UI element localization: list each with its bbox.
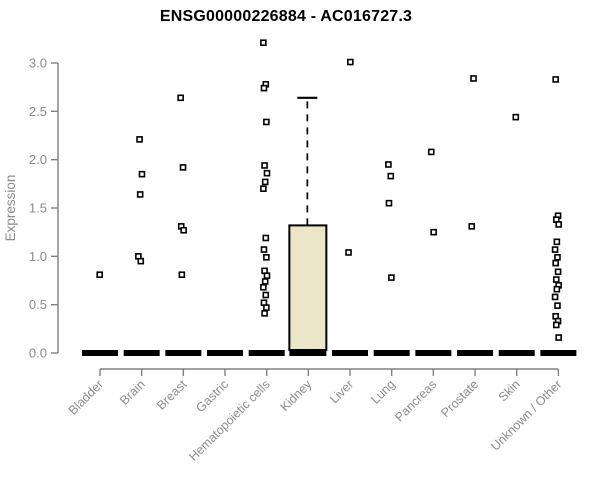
- median-bar-kidney: [289, 349, 327, 356]
- median-bar-skin: [498, 350, 535, 356]
- outlier-point-unknown-other: [552, 276, 560, 283]
- y-tick-label: 1.5: [29, 201, 47, 216]
- outlier-point-lung: [385, 161, 392, 168]
- x-tick-label-prostate: Prostate: [438, 377, 481, 420]
- outlier-point-brain: [136, 191, 144, 198]
- x-tick-label-hematopoietic-cells: Hematopoietic cells: [186, 377, 273, 464]
- median-bar-lung: [373, 350, 410, 356]
- outlier-point-unknown-other: [554, 254, 561, 261]
- outlier-point-unknown-other: [552, 259, 559, 267]
- outlier-point-hematopoietic-cells: [263, 254, 270, 261]
- median-bar-gastric: [207, 350, 244, 356]
- median-bar-liver: [332, 350, 369, 356]
- outlier-point-hematopoietic-cells: [263, 118, 270, 126]
- y-tick-label: 0.0: [29, 346, 47, 361]
- outlier-point-breast: [179, 164, 187, 171]
- x-tick-label-kidney: Kidney: [278, 377, 315, 414]
- outlier-point-unknown-other: [554, 302, 561, 309]
- outlier-point-unknown-other: [551, 293, 559, 301]
- y-tick-label: 0.5: [29, 297, 47, 312]
- outlier-point-unknown-other: [554, 268, 562, 276]
- outlier-point-liver: [345, 249, 352, 256]
- outlier-point-hematopoietic-cells: [260, 39, 267, 47]
- y-tick-label: 2.0: [29, 152, 47, 167]
- outlier-point-breast: [180, 226, 187, 234]
- outlier-point-unknown-other: [551, 246, 559, 253]
- x-tick-label-unknown-other: Unknown / Other: [488, 377, 564, 453]
- median-bar-bladder: [82, 350, 118, 356]
- outlier-point-lung: [387, 172, 395, 180]
- x-tick-label-gastric: Gastric: [193, 377, 231, 415]
- x-tick-label-liver: Liver: [327, 377, 356, 406]
- y-tick-label: 3.0: [29, 56, 47, 71]
- outlier-point-unknown-other: [555, 334, 562, 341]
- y-axis-label: Expression: [3, 175, 18, 242]
- outlier-point-bladder: [96, 271, 103, 279]
- outlier-point-unknown-other: [553, 238, 561, 246]
- box-kidney: [288, 224, 328, 351]
- chart-title: ENSG00000226884 - AC016727.3: [159, 8, 413, 25]
- outlier-point-unknown-other: [552, 76, 559, 83]
- outlier-point-brain: [137, 257, 145, 265]
- outlier-point-skin: [512, 113, 520, 121]
- outlier-point-hematopoietic-cells: [262, 234, 270, 242]
- outlier-point-prostate: [468, 223, 476, 230]
- outlier-point-hematopoietic-cells: [263, 169, 271, 177]
- x-tick-label-lung: Lung: [368, 377, 398, 407]
- outlier-point-breast: [177, 94, 184, 102]
- median-bar-hematopoietic-cells: [248, 350, 285, 356]
- outlier-point-unknown-other: [553, 285, 561, 293]
- median-bar-breast: [165, 350, 202, 356]
- outlier-point-unknown-other: [552, 321, 560, 329]
- outlier-point-unknown-other: [555, 221, 562, 228]
- median-bar-unknown-other: [540, 350, 577, 356]
- x-tick-label-pancreas: Pancreas: [392, 377, 439, 424]
- outlier-point-hematopoietic-cells: [261, 178, 269, 186]
- outlier-point-hematopoietic-cells: [260, 185, 267, 192]
- outlier-point-hematopoietic-cells: [263, 272, 271, 279]
- y-tick-label: 1.0: [29, 249, 47, 264]
- outlier-point-hematopoietic-cells: [260, 283, 267, 291]
- outlier-point-hematopoietic-cells: [260, 84, 268, 92]
- outlier-point-brain: [136, 136, 143, 143]
- x-tick-label-skin: Skin: [496, 377, 523, 404]
- median-bar-pancreas: [415, 350, 452, 356]
- outlier-point-pancreas: [427, 148, 435, 156]
- outlier-point-hematopoietic-cells: [263, 304, 270, 311]
- outlier-point-hematopoietic-cells: [260, 246, 268, 253]
- outlier-point-pancreas: [430, 228, 437, 236]
- x-tick-label-brain: Brain: [117, 377, 148, 408]
- y-tick-label: 2.5: [29, 104, 47, 119]
- outlier-point-hematopoietic-cells: [261, 278, 269, 285]
- outlier-point-prostate: [470, 75, 477, 82]
- x-tick-label-bladder: Bladder: [66, 377, 106, 417]
- median-bar-prostate: [457, 350, 494, 356]
- outlier-point-lung: [385, 199, 393, 207]
- outlier-point-hematopoietic-cells: [262, 291, 270, 299]
- x-tick-label-breast: Breast: [154, 377, 190, 413]
- outlier-point-liver: [347, 58, 354, 66]
- median-bar-brain: [123, 350, 160, 356]
- outlier-point-breast: [178, 271, 186, 279]
- outlier-point-brain: [138, 170, 146, 178]
- outlier-point-hematopoietic-cells: [261, 310, 268, 317]
- outlier-point-lung: [388, 274, 395, 281]
- outlier-point-hematopoietic-cells: [261, 162, 268, 169]
